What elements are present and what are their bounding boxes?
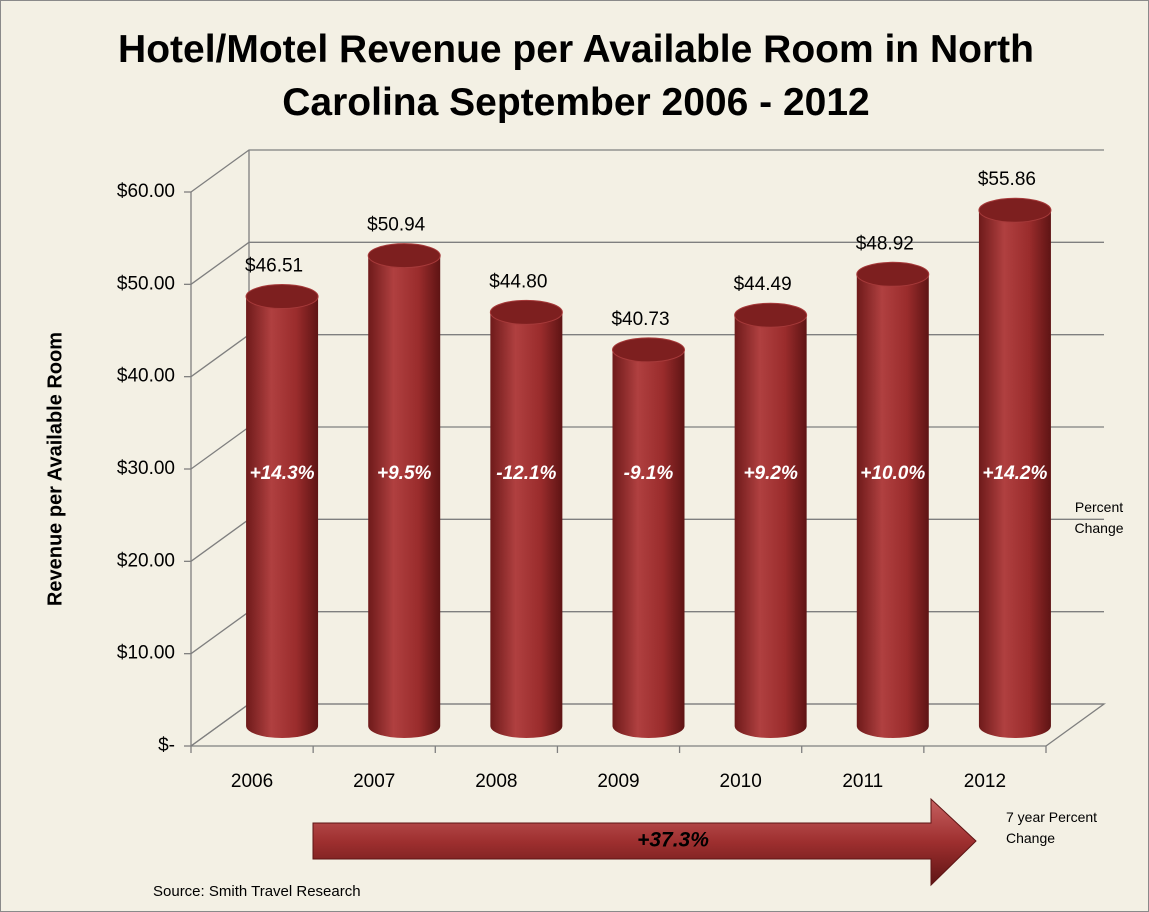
bar [246,296,319,738]
value-label: $46.51 [245,256,303,277]
value-label: $40.73 [611,309,669,330]
total-change: +37.3% [637,829,709,852]
value-label: $48.92 [856,233,914,254]
bar-top [734,302,808,328]
percent-change-label: Percent Change [1074,499,1124,536]
x-tick-label: 2012 [964,771,1006,792]
bar-top [856,261,930,287]
y-tick-label: $50.00 [117,273,175,294]
source: Source: Smith Travel Research [153,883,361,900]
percent-change: +14.2% [982,463,1047,484]
bar [734,315,807,738]
bar-top [367,243,441,269]
value-label: $44.49 [734,274,792,295]
percent-change: +14.3% [250,463,315,484]
y-tick-label: $20.00 [117,550,175,571]
value-label: $55.86 [978,169,1036,190]
bar-top [978,197,1052,223]
bar [856,274,929,738]
bar [490,312,563,738]
bar-top [245,284,319,310]
x-tick-label: 2006 [231,771,273,792]
y-tick-label: $40.00 [117,366,175,387]
x-tick-label: 2011 [842,771,883,792]
y-axis-label: Revenue per Available Room [44,332,66,606]
percent-change: +9.2% [743,463,798,484]
total-change-label: 7 year Percent Change [1006,809,1098,846]
grid-line [190,241,1104,285]
x-tick-label: 2010 [720,771,762,792]
y-tick-label: $60.00 [117,181,175,202]
chart-title: Hotel/Motel Revenue per Available Room i… [118,28,1034,124]
bar [978,210,1051,738]
bar [368,255,441,739]
bar [612,349,685,738]
percent-change: +9.5% [377,463,432,484]
y-tick-label: $- [158,735,175,756]
grid-line [190,149,1104,193]
percent-change: +10.0% [860,463,925,484]
x-tick-label: 2009 [597,771,639,792]
x-tick-label: 2008 [475,771,517,792]
x-tick-label: 2007 [353,771,395,792]
change-arrow [312,797,977,887]
percent-change: -12.1% [496,463,556,484]
value-label: $44.80 [489,271,547,292]
bar-top [489,299,563,325]
percent-change: -9.1% [624,463,674,484]
value-label: $50.94 [367,215,426,236]
bar-top [612,337,685,363]
y-tick-label: $10.00 [117,643,175,664]
y-tick-label: $30.00 [117,458,175,479]
